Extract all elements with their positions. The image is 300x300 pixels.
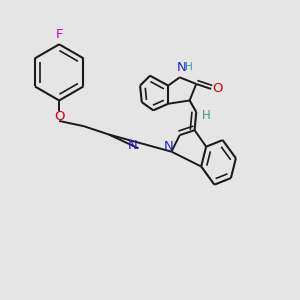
Text: H: H bbox=[202, 109, 211, 122]
Text: N: N bbox=[176, 61, 186, 74]
Text: F: F bbox=[56, 28, 63, 41]
Text: N: N bbox=[164, 140, 174, 153]
Text: O: O bbox=[54, 110, 64, 124]
Text: H: H bbox=[185, 62, 193, 72]
Text: O: O bbox=[212, 82, 223, 95]
Text: N: N bbox=[128, 139, 137, 152]
